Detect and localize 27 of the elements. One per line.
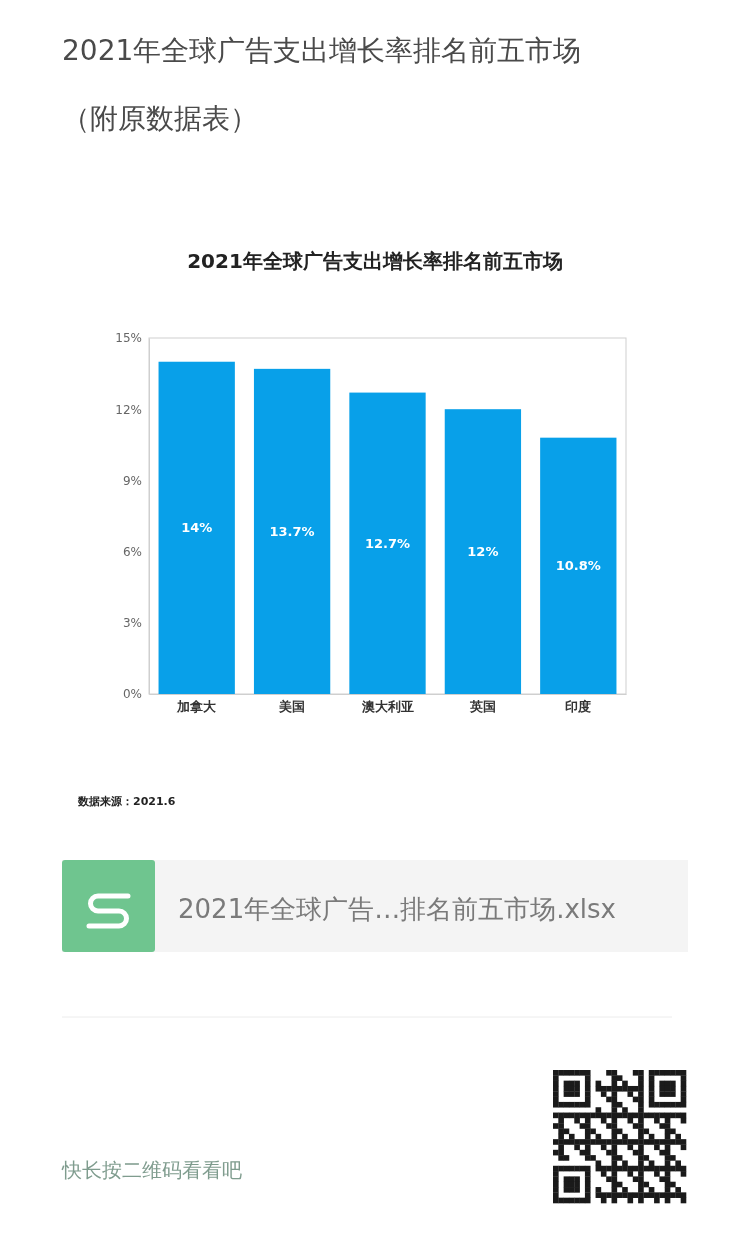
y-tick-label: 9% [122, 473, 142, 488]
x-tick-label: 印度 [565, 699, 592, 715]
y-tick-label: 0% [122, 687, 142, 702]
x-tick-label: 加拿大 [176, 699, 218, 715]
text: 2021年全球广告支出增长率排名前五市场 [187, 249, 563, 273]
data-label: 12.7% [364, 535, 411, 551]
bar [349, 392, 426, 694]
y-tick-label: 15% [115, 331, 142, 346]
x-tick-label: 澳大利亚 [360, 699, 414, 715]
text: 快长按二维码看看吧 [61, 1158, 242, 1182]
data-label: 13.7% [269, 523, 315, 539]
bar [158, 361, 235, 694]
x-tick-label: 美国 [278, 699, 306, 715]
x-tick-label: 英国 [468, 699, 496, 715]
text: 2021年全球广告…排名前五市场.xlsx [178, 894, 616, 924]
bar [540, 437, 617, 694]
y-tick-label: 12% [115, 402, 142, 417]
data-label: 12% [467, 544, 499, 560]
chart-title: 2021年全球广告支出增长率排名前五市场 [62, 34, 582, 67]
bar [253, 368, 331, 694]
data-label: 14% [181, 520, 213, 536]
y-tick-label: 3% [122, 616, 142, 631]
chart-subtitle: （附原数据表） [62, 102, 258, 135]
data-label: 10.8% [555, 558, 601, 574]
source-note: 数据来源：2021.6 [77, 795, 176, 808]
bar [444, 409, 522, 694]
y-tick-label: 6% [122, 544, 142, 559]
